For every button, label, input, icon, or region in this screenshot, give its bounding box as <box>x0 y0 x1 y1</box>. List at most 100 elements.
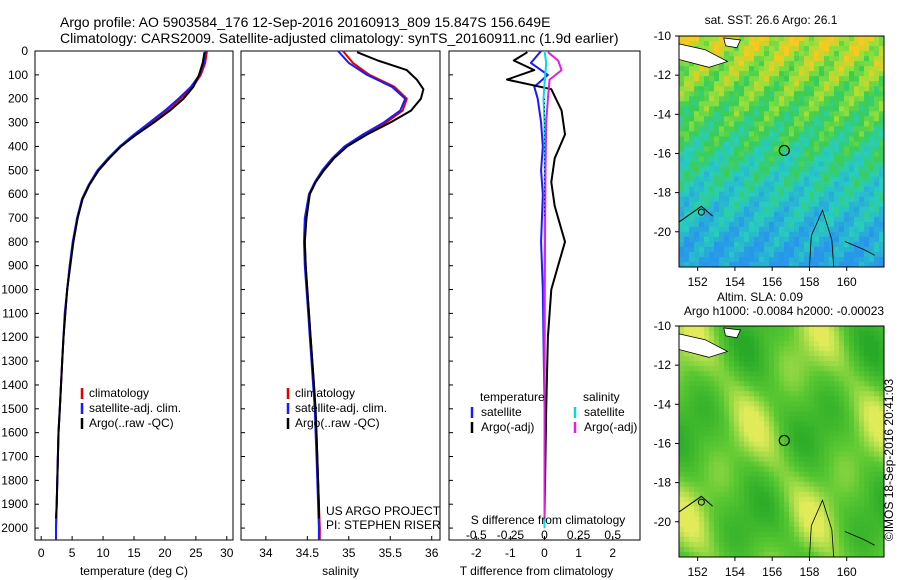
map-cell <box>759 91 765 97</box>
map-cell <box>814 471 820 478</box>
map-cell <box>844 491 850 498</box>
map-cell <box>739 151 745 157</box>
map-cell <box>719 521 725 528</box>
map-cell <box>724 376 730 382</box>
y-tick-label: 1200 <box>1 330 28 344</box>
map-cell <box>714 491 720 498</box>
map-cell <box>879 476 885 483</box>
map-cell <box>829 486 835 493</box>
map-cell <box>869 231 875 238</box>
map-cell <box>839 416 845 422</box>
map-cell <box>769 326 775 332</box>
x-tick-label: 0 <box>541 546 548 560</box>
map-cell <box>879 191 885 198</box>
map-cell <box>844 396 850 402</box>
map-cell <box>689 226 695 233</box>
map-cell <box>779 76 785 82</box>
map-cell <box>854 161 860 167</box>
map-cell <box>684 496 690 503</box>
map-cell <box>879 101 885 107</box>
map-cell <box>689 456 695 462</box>
map-cell <box>874 541 880 548</box>
map-cell <box>794 116 800 122</box>
map-cell <box>809 191 815 198</box>
map-cell <box>864 226 870 233</box>
map-cell <box>679 111 685 117</box>
map-cell <box>819 446 825 452</box>
map-cell <box>859 486 865 493</box>
map-cell <box>834 36 840 42</box>
map-cell <box>839 151 845 157</box>
map-x-tick-label: 156 <box>762 275 782 289</box>
map-cell <box>734 411 740 417</box>
map-cell <box>874 201 880 208</box>
map-cell <box>814 41 820 47</box>
map-cell <box>689 426 695 432</box>
map-cell <box>744 56 750 62</box>
map-cell <box>794 451 800 457</box>
map-cell <box>744 346 750 352</box>
map-cell <box>784 201 790 208</box>
map-cell <box>794 431 800 437</box>
map-cell <box>714 386 720 392</box>
map-cell <box>709 451 715 457</box>
map-cell <box>689 121 695 127</box>
map-cell <box>679 406 685 412</box>
map-cell <box>744 481 750 488</box>
map-cell <box>799 101 805 107</box>
map-cell <box>864 336 870 342</box>
map-cell <box>734 211 740 218</box>
map-cell <box>839 546 845 553</box>
map-cell <box>849 376 855 382</box>
map-cell <box>729 431 735 437</box>
map-cell <box>849 126 855 132</box>
map-cell <box>769 411 775 417</box>
map-cell <box>684 396 690 402</box>
map-cell <box>839 241 845 248</box>
map-cell <box>749 551 755 558</box>
map-cell <box>799 211 805 218</box>
map-cell <box>799 256 805 263</box>
map-cell <box>679 136 685 142</box>
legend-label: Argo(-adj) <box>481 420 534 434</box>
map-cell <box>829 426 835 432</box>
map-cell <box>794 546 800 553</box>
map-cell <box>869 541 875 548</box>
map-cell <box>764 161 770 167</box>
map-cell <box>834 66 840 72</box>
map-cell <box>864 141 870 147</box>
map-cell <box>684 161 690 167</box>
map-cell <box>759 156 765 162</box>
map-cell <box>854 181 860 188</box>
map-cell <box>689 131 695 137</box>
x-tick-label: 30 <box>220 546 234 560</box>
map-cell <box>844 106 850 112</box>
map-cell <box>814 51 820 57</box>
map-cell <box>729 181 735 188</box>
map-cell <box>749 396 755 402</box>
map-cell <box>839 201 845 208</box>
map-cell <box>809 411 815 417</box>
x-axis-label-top: S difference from climatology <box>471 513 626 527</box>
map-cell <box>739 251 745 258</box>
map-cell <box>789 421 795 427</box>
map-cell <box>699 411 705 417</box>
map-cell <box>814 446 820 452</box>
map-cell <box>789 426 795 432</box>
map-cell <box>799 511 805 518</box>
map-cell <box>709 146 715 152</box>
map-cell <box>859 436 865 442</box>
map-cell <box>794 261 800 268</box>
map-cell <box>754 401 760 407</box>
map-cell <box>809 66 815 72</box>
map-cell <box>824 231 830 238</box>
map-cell <box>724 141 730 147</box>
map-cell <box>689 186 695 193</box>
map-cell <box>859 236 865 243</box>
map-cell <box>804 156 810 162</box>
map-cell <box>819 146 825 152</box>
map-cell <box>849 191 855 198</box>
map-cell <box>754 386 760 392</box>
map-cell <box>874 216 880 223</box>
map-cell <box>794 161 800 167</box>
